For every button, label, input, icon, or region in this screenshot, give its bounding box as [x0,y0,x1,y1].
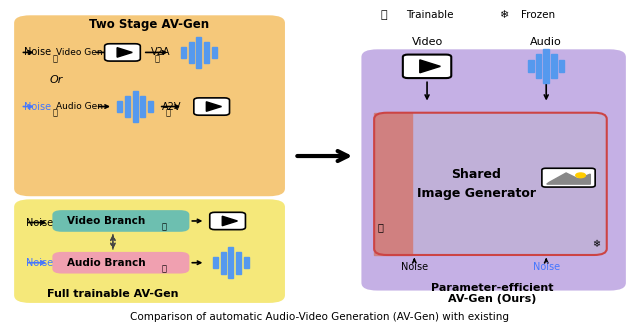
Bar [221,252,226,274]
FancyBboxPatch shape [14,15,285,196]
Text: 🔥: 🔥 [53,108,58,117]
Text: Noise: Noise [26,258,52,268]
Text: A2V: A2V [162,101,182,111]
Bar [543,49,549,83]
Bar [536,54,541,78]
Bar [374,113,412,255]
Text: ❄️: ❄️ [500,10,509,20]
Text: ❄️: ❄️ [593,239,601,249]
Text: Noise: Noise [532,262,560,272]
Bar [117,101,122,112]
Text: 🔥: 🔥 [155,54,160,63]
Text: 🔥: 🔥 [380,10,387,20]
Text: Noise: Noise [24,101,51,111]
FancyBboxPatch shape [104,44,140,61]
Text: Full trainable AV-Gen: Full trainable AV-Gen [47,289,179,298]
FancyBboxPatch shape [542,168,595,187]
Text: Or: Or [49,75,63,85]
Text: Audio Gen: Audio Gen [56,102,102,111]
Text: Shared: Shared [451,168,501,181]
Bar [196,37,202,68]
Bar [148,101,153,112]
Text: 🔥: 🔥 [53,54,58,63]
Bar [140,96,145,117]
Text: V2A: V2A [151,47,171,57]
Bar [204,42,209,63]
Text: 🔥: 🔥 [161,264,166,273]
Bar [213,257,218,268]
Text: 🔥: 🔥 [166,108,171,117]
Text: 🔥: 🔥 [161,223,166,232]
Text: Trainable: Trainable [406,10,454,20]
FancyBboxPatch shape [362,49,626,290]
Text: Image Generator: Image Generator [417,187,536,200]
FancyBboxPatch shape [14,199,285,303]
FancyBboxPatch shape [52,210,189,232]
FancyBboxPatch shape [194,98,230,115]
Polygon shape [206,102,221,111]
Bar [528,60,534,72]
FancyBboxPatch shape [374,113,607,255]
Text: Video: Video [412,37,443,47]
Text: Two Stage AV-Gen: Two Stage AV-Gen [89,18,209,31]
Polygon shape [222,216,237,226]
Bar [212,47,217,58]
Text: 🔥: 🔥 [378,222,383,232]
FancyBboxPatch shape [403,55,451,78]
Text: Frozen: Frozen [521,10,555,20]
Text: Noise: Noise [26,218,52,228]
Bar [559,60,564,72]
Bar [236,252,241,274]
Bar [244,257,248,268]
Bar [125,96,130,117]
Bar [228,247,234,278]
Bar [132,91,138,122]
Bar [189,42,194,63]
Text: Noise: Noise [401,262,428,272]
Text: Audio: Audio [531,37,562,47]
Polygon shape [420,60,440,73]
Text: Audio Branch: Audio Branch [67,258,146,268]
Bar [551,54,557,78]
Text: Comparison of automatic Audio-Video Generation (AV-Gen) with existing: Comparison of automatic Audio-Video Gene… [131,312,509,322]
Bar [181,47,186,58]
Text: Video Gen: Video Gen [56,48,102,57]
Circle shape [576,173,586,178]
Polygon shape [117,48,132,57]
Text: Noise: Noise [24,47,51,57]
FancyBboxPatch shape [210,212,246,230]
Text: Video Branch: Video Branch [67,216,146,226]
FancyBboxPatch shape [52,252,189,274]
Text: Parameter-efficient
AV-Gen (Ours): Parameter-efficient AV-Gen (Ours) [431,283,554,304]
Polygon shape [547,173,590,184]
